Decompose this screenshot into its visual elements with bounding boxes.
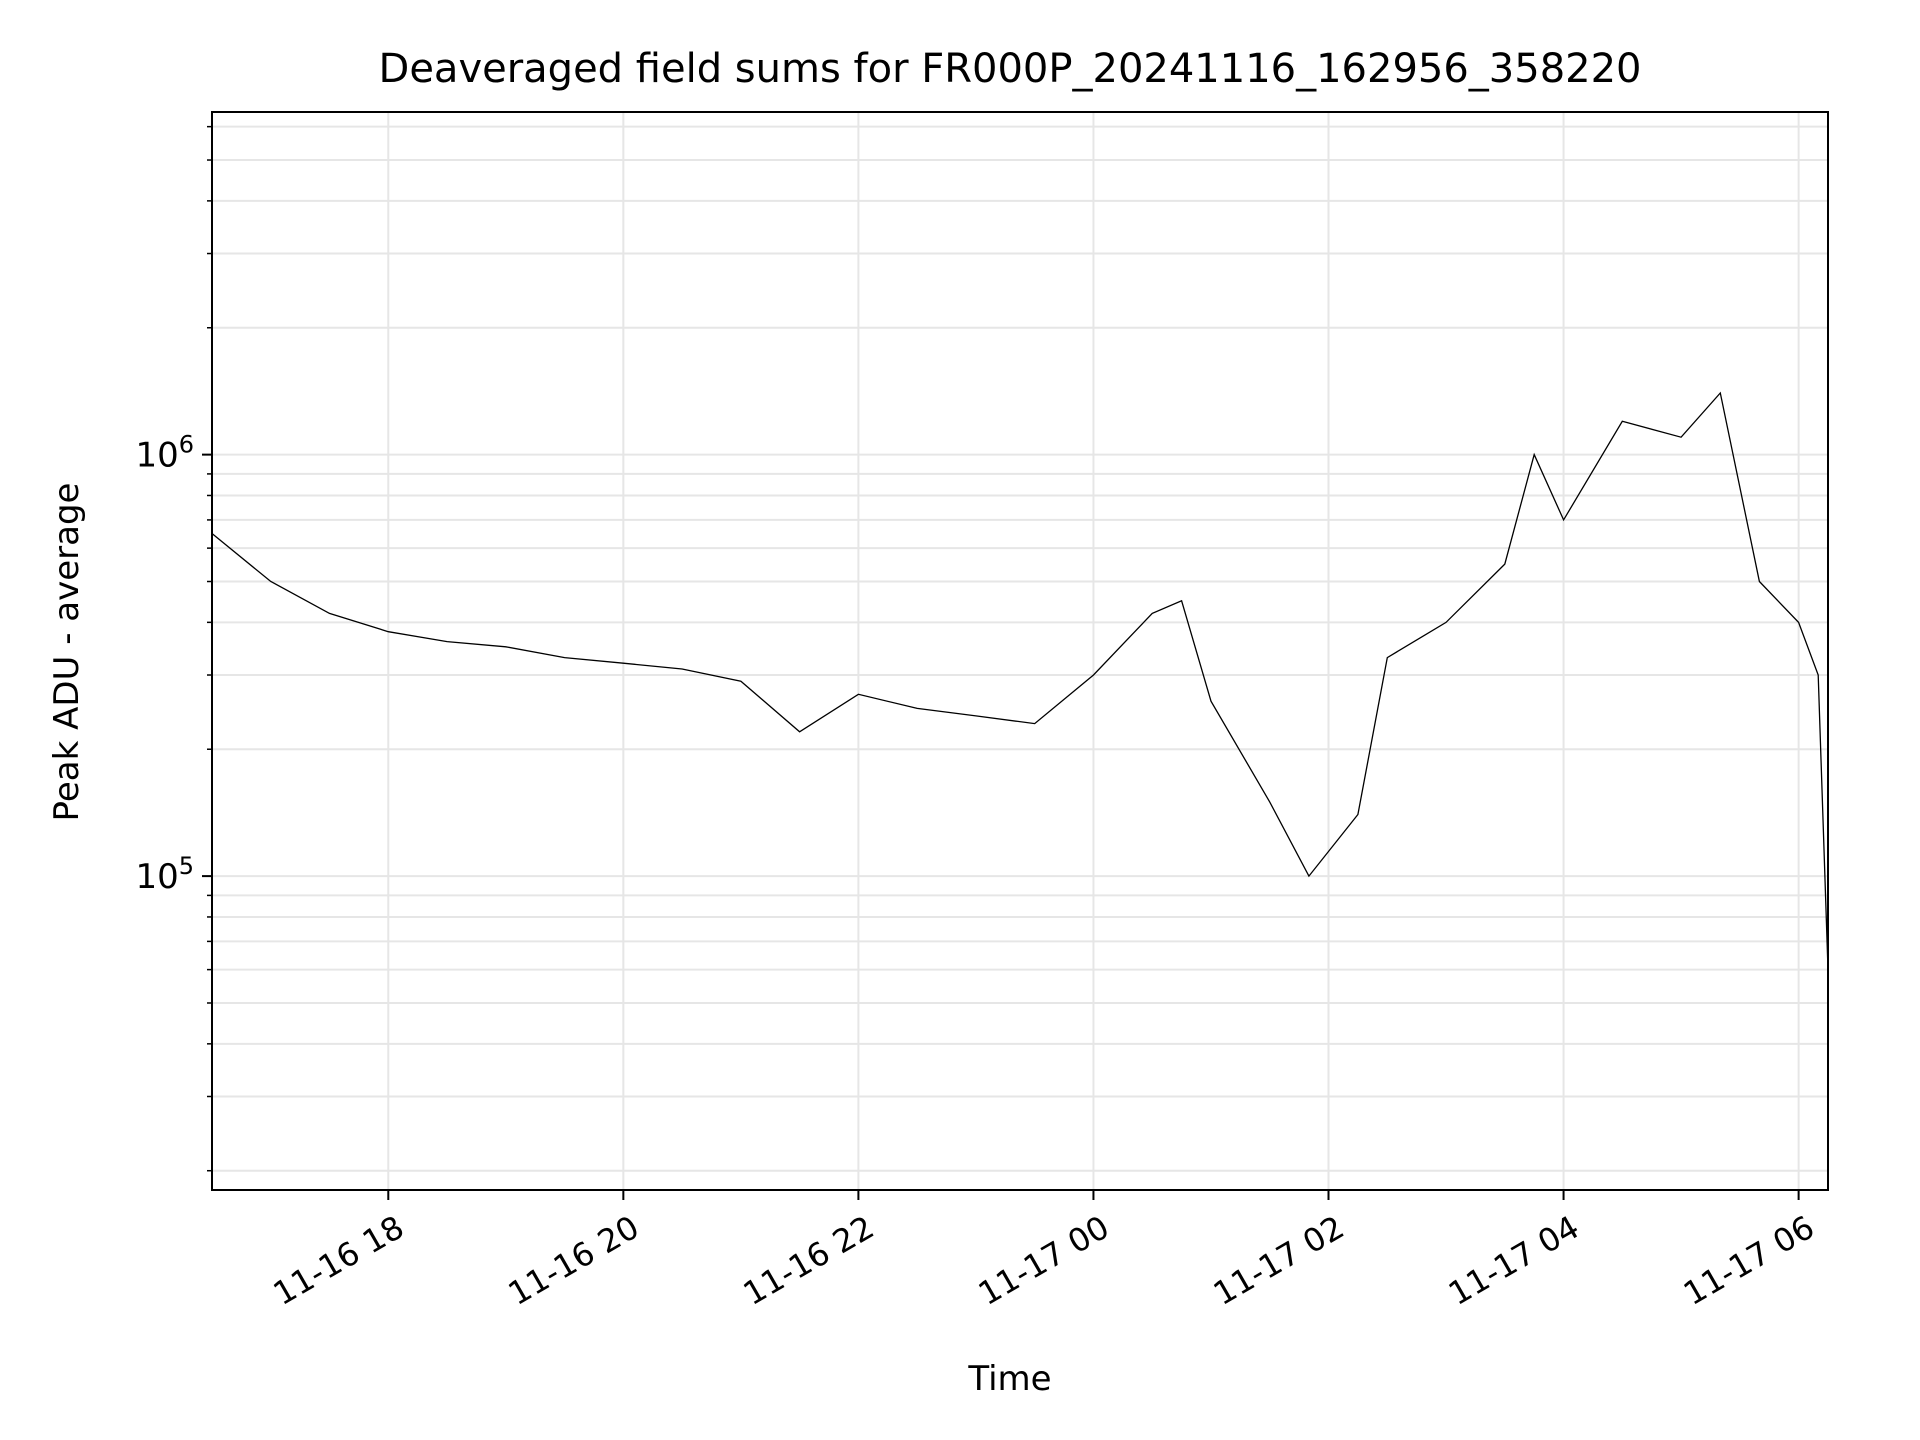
series-line xyxy=(211,391,1829,970)
grid xyxy=(212,112,1828,1190)
series xyxy=(211,391,1829,970)
x-tick-label: 11-17 00 xyxy=(972,1208,1116,1313)
x-tick-label: 11-17 04 xyxy=(1442,1208,1586,1313)
y-axis-label: Peak ADU - average xyxy=(47,483,87,822)
x-tick-label: 11-16 18 xyxy=(267,1208,411,1313)
x-tick-label: 11-17 06 xyxy=(1677,1208,1821,1313)
x-tick-label: 11-16 20 xyxy=(502,1208,646,1313)
plot-frame xyxy=(211,111,1829,1191)
x-axis-label: Time xyxy=(967,1359,1051,1399)
x-tick-label: 11-16 22 xyxy=(737,1208,881,1313)
y-tick-label: 106 xyxy=(135,431,194,476)
x-tick-label: 11-17 02 xyxy=(1207,1208,1351,1313)
chart-title: Deaveraged field sums for FR000P_2024111… xyxy=(379,46,1642,92)
y-tick-label: 105 xyxy=(135,852,194,897)
